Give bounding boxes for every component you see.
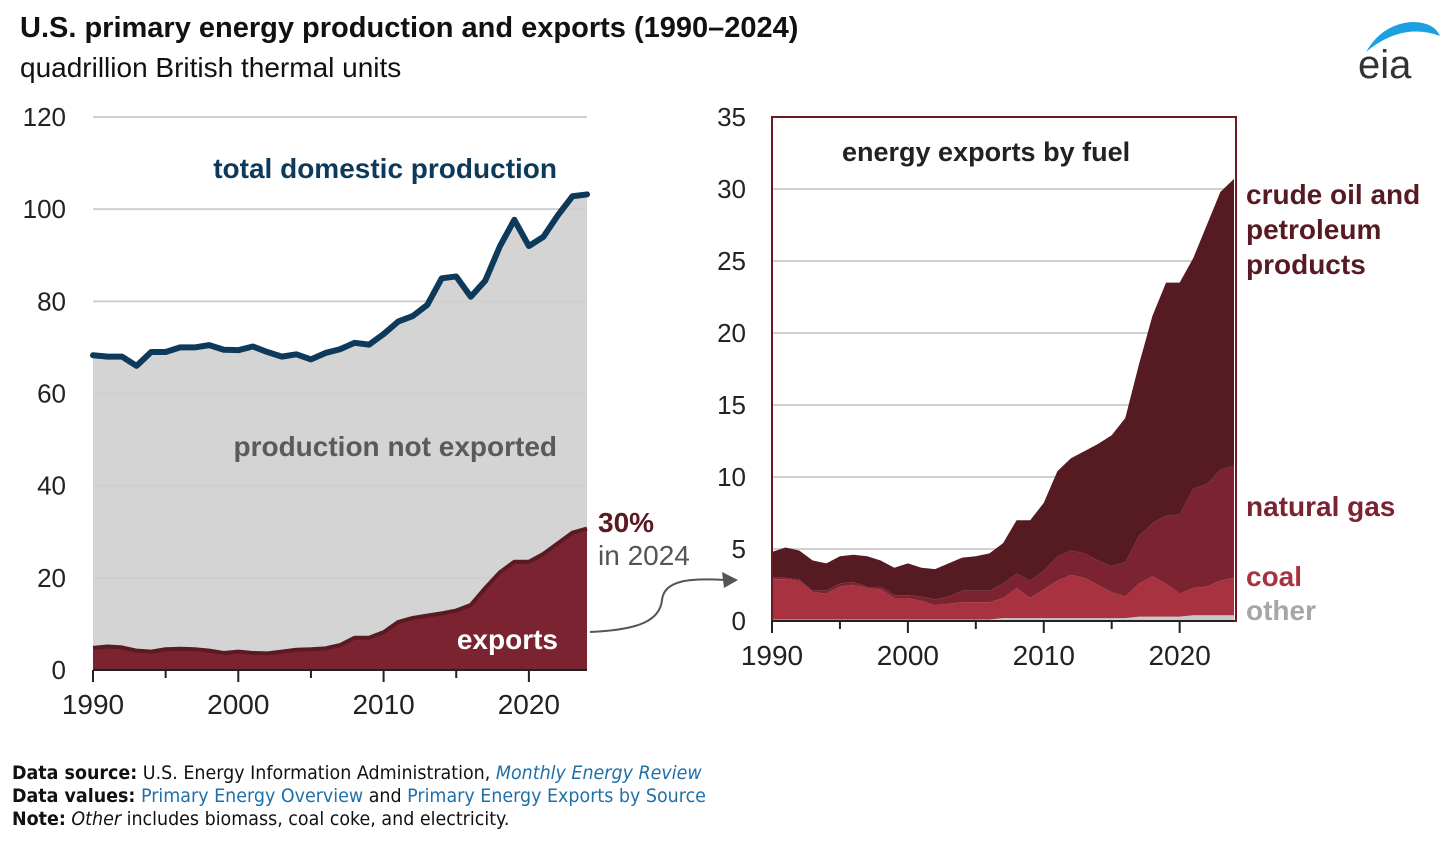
left-x-tick-label: 2000 [207, 689, 269, 720]
right-y-tick-label: 30 [717, 174, 746, 204]
left-y-tick-label: 80 [37, 286, 66, 316]
label-natural-gas: natural gas [1246, 491, 1395, 522]
logo-swoosh-icon [1366, 22, 1440, 52]
right-chart-exports-by-fuel: 0 5 10 15 20 25 30 35 1990 2000 2010 2020 [717, 102, 1237, 671]
right-chart-title: energy exports by fuel [842, 137, 1130, 167]
label-coal: coal [1246, 561, 1302, 592]
exports-label: exports [457, 624, 558, 655]
right-x-tick-label: 2010 [1013, 640, 1075, 671]
chart-title: U.S. primary energy production and expor… [20, 12, 799, 44]
left-x-tick-label: 2010 [352, 689, 414, 720]
source-link[interactable]: Monthly Energy Review [495, 762, 702, 784]
values-and: and [363, 785, 408, 807]
right-y-tick-label: 20 [717, 318, 746, 348]
label-crude-line1: crude oil and [1246, 179, 1420, 210]
right-x-tick-label: 2000 [877, 640, 939, 671]
data-source-line: Data source: U.S. Energy Information Adm… [12, 762, 706, 785]
logo-text: eia [1358, 43, 1412, 84]
left-y-tick-label: 0 [52, 655, 66, 685]
left-x-tick-label: 2020 [498, 689, 560, 720]
left-y-tick-label: 120 [23, 102, 66, 132]
exports-area [93, 528, 587, 670]
right-x-tick-label: 1990 [741, 640, 803, 671]
note-text: includes biomass, coal coke, and electri… [121, 808, 510, 830]
right-y-tick-label: 35 [717, 102, 746, 132]
footer-notes: Data source: U.S. Energy Information Adm… [12, 762, 706, 831]
label-crude-line2: petroleum [1246, 214, 1381, 245]
coal-area [772, 574, 1234, 620]
left-y-tick-label: 20 [37, 563, 66, 593]
share-value-label: 30% [598, 507, 654, 538]
overview-link[interactable]: Primary Energy Overview [140, 785, 364, 807]
source-text: U.S. Energy Information Administration, [137, 762, 496, 784]
exports-line [92, 526, 588, 656]
chart-subtitle: quadrillion British thermal units [20, 52, 402, 83]
production-line [90, 191, 590, 369]
eia-logo: eia [1358, 22, 1440, 84]
left-y-tick-label: 60 [37, 379, 66, 409]
crude-oil-area [772, 178, 1234, 600]
right-y-tick-label: 15 [717, 390, 746, 420]
source-label: Data source: [12, 762, 138, 784]
arrow-head-icon [722, 572, 738, 588]
data-values-line: Data values: Primary Energy Overview and… [12, 785, 706, 808]
label-crude-line3: products [1246, 249, 1366, 280]
not-exported-label: production not exported [233, 431, 557, 462]
right-y-tick-label: 25 [717, 246, 746, 276]
left-y-tick-label: 100 [23, 194, 66, 224]
note-line: Note: Other includes biomass, coal coke,… [12, 808, 706, 831]
production-label: total domestic production [213, 153, 557, 184]
natural-gas-area [772, 465, 1234, 606]
right-y-tick-label: 10 [717, 462, 746, 492]
right-y-tick-label: 0 [732, 606, 746, 636]
right-y-tick-label: 5 [732, 534, 746, 564]
share-year-label: in 2024 [598, 540, 690, 571]
left-chart-production-exports: 0 20 40 60 80 100 120 1990 2000 2010 2020 [23, 102, 590, 720]
right-x-tick-label: 2020 [1148, 640, 1210, 671]
label-other: other [1246, 595, 1316, 626]
note-italic: Other [71, 808, 122, 830]
exports-by-source-link[interactable]: Primary Energy Exports by Source [407, 785, 706, 807]
left-x-tick-label: 1990 [62, 689, 124, 720]
production-not-exported-area [93, 194, 587, 671]
note-label: Note: [12, 808, 66, 830]
left-y-tick-label: 40 [37, 471, 66, 501]
values-label: Data values: [12, 785, 136, 807]
connector-arrow [589, 578, 726, 633]
